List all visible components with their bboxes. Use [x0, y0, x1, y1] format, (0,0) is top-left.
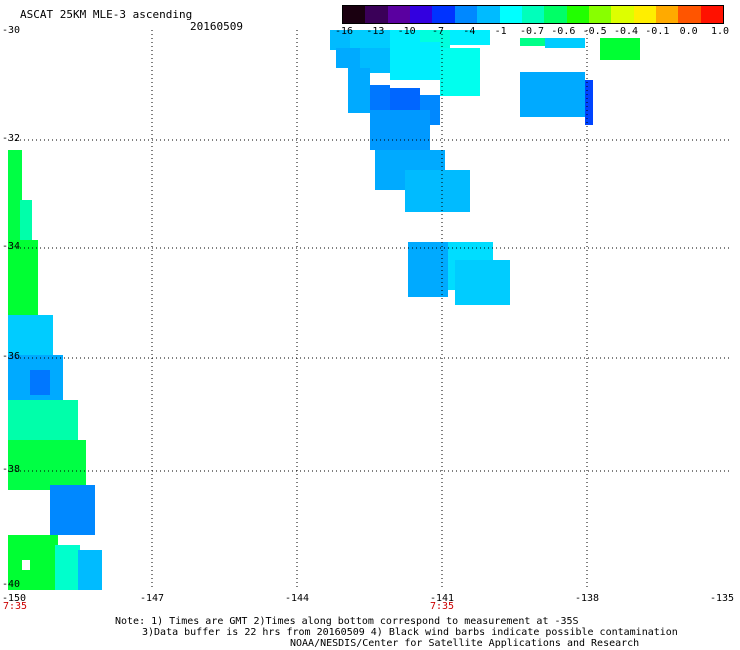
- lat-label-36: -36: [2, 351, 21, 362]
- east-swath: [330, 30, 640, 305]
- swath-cell: [370, 110, 430, 150]
- swath-cell: [440, 48, 480, 96]
- color-scale-tick-label: -0.1: [645, 26, 670, 37]
- color-scale-tick-label: -0.6: [551, 26, 576, 37]
- color-scale-swatch: [454, 6, 478, 23]
- color-scale-tick-label: -0.5: [582, 26, 607, 37]
- swath-cell: [30, 370, 50, 395]
- lon-label-147: -147: [139, 593, 165, 604]
- swath-cell: [336, 48, 361, 68]
- color-scale-swatch: [521, 6, 545, 23]
- lat-label-32: -32: [2, 133, 21, 144]
- color-scale-tick-label: 1.0: [710, 26, 730, 37]
- note-line-2: 3)Data buffer is 22 hrs from 20160509 4)…: [142, 627, 678, 638]
- swath-cell: [600, 38, 640, 60]
- swath-cell: [8, 400, 78, 445]
- color-scale-swatch: [387, 6, 411, 23]
- color-scale-swatch: [633, 6, 657, 23]
- color-scale-swatch: [544, 6, 567, 23]
- swath-cell: [330, 30, 350, 50]
- color-scale-swatch: [611, 6, 634, 23]
- map-date: 20160509: [190, 20, 243, 33]
- lon-label-135: -135: [709, 593, 735, 604]
- color-scale-swatch: [588, 6, 612, 23]
- swath-cell: [348, 68, 370, 113]
- swath-cell: [55, 545, 80, 590]
- note-line-3: NOAA/NESDIS/Center for Satellite Applica…: [290, 638, 640, 649]
- swath-cell: [545, 38, 585, 48]
- color-scale-swatch: [410, 6, 433, 23]
- color-scale-tick-label: -0.7: [519, 26, 545, 37]
- swath-cell: [408, 242, 448, 297]
- swath-cell: [390, 30, 420, 42]
- graticule: [8, 30, 732, 588]
- color-scale-tick-label: -7: [431, 26, 445, 37]
- swath-cell: [390, 88, 420, 113]
- color-scale-tick-label: -4: [463, 26, 476, 37]
- time-label-east: 7:35: [429, 601, 455, 612]
- color-scale-swatch: [432, 6, 455, 23]
- lat-label-30: -30: [2, 25, 21, 36]
- lat-label-38: -38: [2, 464, 21, 475]
- color-scale-tick-label: -0.4: [613, 26, 639, 37]
- west-swath: [8, 150, 102, 590]
- color-scale-tick-label: -16: [334, 26, 354, 37]
- swath-cell: [585, 80, 593, 125]
- missing-cell: [22, 560, 30, 570]
- color-scale-tick-label: -1: [494, 26, 507, 37]
- swath-cell: [520, 38, 545, 46]
- swath-cell: [390, 42, 440, 80]
- color-scale-swatch: [678, 6, 701, 23]
- swath-cell: [8, 535, 58, 590]
- swath-cell: [8, 240, 38, 315]
- color-scale-tick-label: -13: [366, 26, 385, 37]
- map-title: ASCAT 25KM MLE-3 ascending: [20, 8, 193, 21]
- color-scale-swatch: [700, 6, 724, 23]
- swath-cell: [8, 150, 22, 245]
- color-scale-swatch: [477, 6, 500, 23]
- swath-cell: [8, 315, 53, 355]
- color-scale-swatch: [499, 6, 522, 23]
- color-scale-bar: [342, 5, 724, 24]
- time-label-west: 7:35: [2, 601, 28, 612]
- swath-cell: [8, 440, 86, 490]
- lon-label-144: -144: [284, 593, 310, 604]
- lon-label-150: -150: [1, 593, 27, 604]
- lon-label-141: -141: [429, 593, 455, 604]
- color-scale-swatch: [566, 6, 589, 23]
- swath-cell: [455, 260, 510, 305]
- lon-label-138: -138: [574, 593, 600, 604]
- note-line-1: Note: 1) Times are GMT 2)Times along bot…: [115, 616, 579, 627]
- color-scale-swatch: [656, 6, 679, 23]
- color-scale-swatch: [343, 6, 366, 23]
- swath-cell: [520, 72, 585, 117]
- swath-cell: [450, 30, 490, 45]
- color-scale-swatch: [365, 6, 388, 23]
- color-scale-tick-label: -10: [397, 26, 416, 37]
- swath-cell: [405, 170, 470, 212]
- color-scale-tick-label: 0.0: [679, 26, 698, 37]
- lat-label-34: -34: [2, 241, 21, 252]
- lat-label-40: -40: [2, 579, 21, 590]
- swath-cell: [370, 85, 390, 110]
- swath-cell: [78, 550, 102, 590]
- swath-cell: [50, 485, 95, 535]
- swath-cell: [350, 30, 390, 50]
